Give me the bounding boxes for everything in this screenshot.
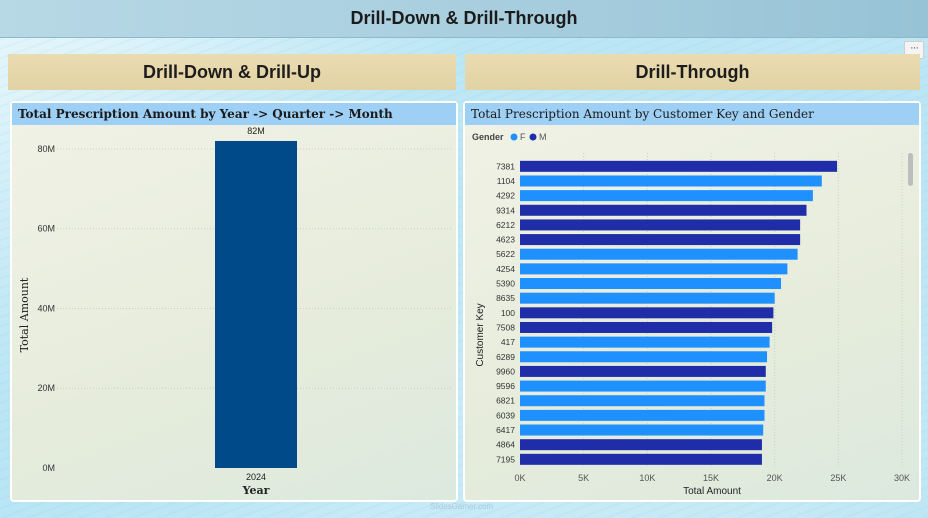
data-label: 82M [247, 126, 265, 136]
legend-marker-m [529, 133, 537, 141]
category-label: 8635 [496, 293, 515, 303]
x-tick-label: 2024 [246, 472, 266, 482]
category-label: 5622 [496, 249, 515, 259]
bar-customer-9960[interactable] [520, 365, 766, 377]
category-label: 6289 [496, 352, 515, 362]
bar-customer-9596[interactable] [520, 380, 766, 392]
bar-customer-6212[interactable] [520, 219, 801, 231]
right-x-tick-labels: 0K 5K 10K 15K 20K 25K 30K [514, 473, 910, 483]
x-tick-label: 10K [639, 473, 655, 483]
category-label: 4864 [496, 440, 515, 450]
x-tick-label: 25K [830, 473, 846, 483]
category-label: 7381 [496, 161, 515, 171]
bar-customer-8635[interactable] [520, 292, 775, 304]
legend-label-m[interactable]: M [539, 132, 547, 142]
category-label: 1104 [497, 176, 516, 186]
y-tick-label: 80M [37, 144, 55, 154]
x-tick-label: 15K [703, 473, 719, 483]
page-title: Drill-Down & Drill-Through [350, 8, 578, 28]
x-axis-title-left: Year [242, 484, 270, 497]
category-label: 9596 [496, 381, 515, 391]
chart-title-right: Total Prescription Amount by Customer Ke… [465, 103, 919, 125]
legend[interactable]: Gender F M [472, 132, 547, 142]
bar-customer-7508[interactable] [520, 321, 773, 333]
section-header-drill-down: Drill-Down & Drill-Up [8, 54, 456, 90]
x-axis-title-right: Total Amount [683, 486, 741, 497]
x-tick-label: 0K [514, 473, 525, 483]
category-label: 7508 [496, 322, 515, 332]
bar-customer-7195[interactable] [520, 453, 762, 465]
chart-title-left: Total Prescription Amount by Year -> Qua… [12, 103, 456, 125]
category-label: 417 [501, 337, 515, 347]
bar-customer-417[interactable] [520, 336, 770, 348]
y-tick-label: 20M [37, 383, 55, 393]
bar-customer-7381[interactable] [520, 160, 838, 172]
category-label: 6821 [496, 396, 515, 406]
category-label: 6039 [496, 410, 515, 420]
bar-customer-4292[interactable] [520, 190, 813, 202]
bar-customer-100[interactable] [520, 307, 774, 319]
legend-marker-f [510, 133, 518, 141]
bar-customer-1104[interactable] [520, 175, 822, 187]
y-axis-title-left: Total Amount [18, 277, 31, 352]
bar-chart-horizontal[interactable]: Gender F M 0K 5K 10K 15K 20K 25K 30K 7381 1104 4… [465, 125, 919, 500]
x-tick-label: 30K [894, 473, 910, 483]
category-label: 4292 [496, 191, 515, 201]
category-label: 5390 [496, 279, 515, 289]
bar-customer-5622[interactable] [520, 248, 798, 260]
category-label: 4623 [496, 235, 515, 245]
bar-customer-4864[interactable] [520, 439, 762, 451]
bar-customer-6417[interactable] [520, 424, 764, 436]
legend-label-f[interactable]: F [520, 132, 526, 142]
left-y-tick-labels: 0M 20M 40M 60M 80M [37, 144, 55, 473]
legend-title: Gender [472, 132, 504, 142]
top-header: Drill-Down & Drill-Through [0, 0, 928, 38]
bar-customer-6039[interactable] [520, 409, 765, 421]
category-label: 6212 [496, 220, 515, 230]
category-label: 4254 [496, 264, 515, 274]
column-chart[interactable]: 0M 20M 40M 60M 80M Total Amount 82M 2024 Year [12, 125, 456, 500]
y-tick-label: 0M [42, 463, 55, 473]
watermark: SlidesGamer.com [430, 502, 494, 511]
y-tick-label: 40M [37, 303, 55, 313]
category-label: 7195 [496, 454, 515, 464]
right-bars[interactable] [520, 160, 838, 465]
category-label: 9960 [496, 366, 515, 376]
chart-panel-drill-down[interactable]: Total Prescription Amount by Year -> Qua… [10, 101, 458, 502]
category-label: 6417 [496, 425, 515, 435]
vertical-scrollbar[interactable] [908, 153, 913, 186]
bar-customer-6289[interactable] [520, 351, 768, 363]
chart-panel-drill-through[interactable]: Total Prescription Amount by Customer Ke… [463, 101, 921, 502]
category-label: 9314 [496, 205, 515, 215]
bar-customer-4623[interactable] [520, 234, 801, 246]
y-tick-label: 60M [37, 224, 55, 234]
bar-customer-4254[interactable] [520, 263, 788, 275]
bar-customer-6821[interactable] [520, 395, 765, 407]
y-axis-title-right: Customer Key [475, 303, 486, 366]
left-bars[interactable]: 82M 2024 [215, 126, 297, 482]
bar-2024[interactable] [215, 140, 297, 468]
right-category-labels: 7381 1104 4292 9314 6212 4623 5622 4254 5390 8635… [496, 161, 515, 464]
bar-customer-5390[interactable] [520, 278, 782, 290]
section-header-drill-through: Drill-Through [465, 54, 920, 90]
bar-customer-9314[interactable] [520, 204, 807, 216]
category-label: 100 [501, 308, 515, 318]
x-tick-label: 5K [578, 473, 589, 483]
x-tick-label: 20K [767, 473, 783, 483]
